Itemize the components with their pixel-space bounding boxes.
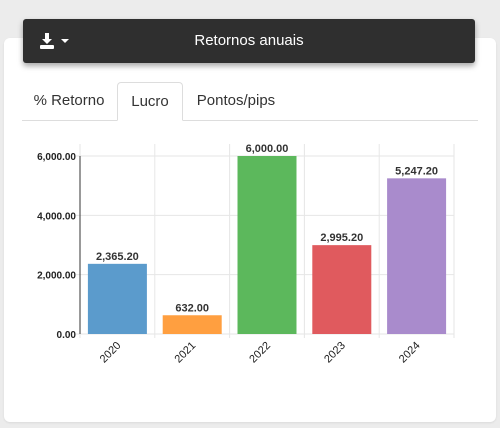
x-tick-label: 2020 [98, 340, 124, 366]
tab-bar: % Retorno Lucro Pontos/pips [22, 82, 478, 121]
download-menu-button[interactable] [37, 19, 81, 63]
data-label: 2,365.20 [96, 251, 139, 263]
data-label: 2,995.20 [320, 232, 363, 244]
caret-down-icon [61, 39, 69, 43]
x-tick-label: 2021 [173, 340, 199, 366]
x-tick-label: 2024 [397, 340, 423, 366]
bar [387, 178, 447, 334]
x-tick-label: 2022 [247, 340, 273, 366]
bar [162, 315, 222, 334]
bar [237, 156, 297, 334]
tab-profit[interactable]: Lucro [117, 82, 183, 121]
data-label: 632.00 [175, 302, 209, 314]
bar [312, 245, 372, 334]
download-icon [40, 33, 69, 49]
y-tick-label: 0.00 [57, 330, 77, 341]
x-tick-label: 2023 [322, 340, 348, 366]
data-label: 6,000.00 [246, 143, 289, 155]
y-tick-label: 4,000.00 [37, 211, 76, 222]
tab-percent-return[interactable]: % Retorno [33, 92, 105, 109]
tab-points-pips[interactable]: Pontos/pips [196, 92, 276, 109]
y-tick-label: 6,000.00 [37, 152, 76, 163]
bar [87, 263, 147, 334]
data-label: 5,247.20 [395, 165, 438, 177]
y-tick-label: 2,000.00 [37, 271, 76, 282]
